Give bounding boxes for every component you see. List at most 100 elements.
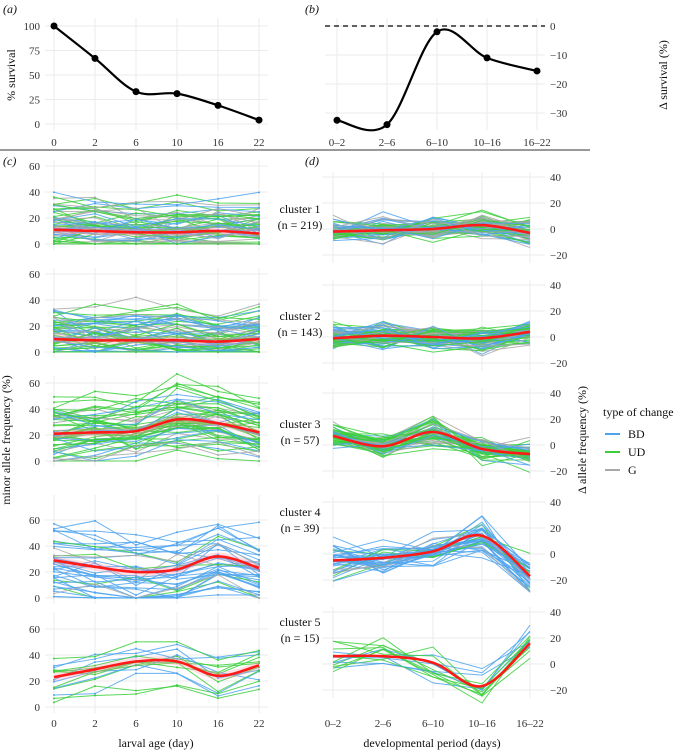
allele-point: [53, 207, 55, 210]
allele-point: [217, 316, 219, 319]
allele-point: [53, 424, 55, 427]
cluster-label: cluster 5: [280, 615, 321, 629]
allele-line: [53, 201, 260, 209]
allele-point: [94, 336, 96, 339]
allele-point: [258, 418, 260, 421]
allele-point: [258, 574, 260, 577]
allele-point: [135, 326, 137, 329]
allele-point: [176, 426, 178, 429]
allele-point: [176, 560, 178, 563]
allele-line: [53, 546, 260, 572]
b-ytick-label: −20: [550, 79, 568, 91]
d-xtick-label: 6–10: [422, 718, 445, 730]
cluster-mean-line-d: [332, 223, 531, 235]
allele-point: [258, 332, 260, 335]
allele-point: [176, 387, 178, 390]
c-ytick-label: 60: [29, 161, 41, 173]
allele-line: [53, 331, 260, 349]
allele-point: [258, 214, 260, 217]
allele-point: [94, 200, 96, 203]
allele-point: [53, 219, 55, 222]
allele-point: [135, 597, 137, 599]
allele-point: [53, 697, 55, 700]
allele-line: [53, 314, 260, 330]
allele-line: [53, 527, 260, 559]
allele-point: [53, 439, 55, 442]
allele-point: [94, 556, 96, 559]
allele-point: [135, 533, 137, 536]
d-xtick-label: 10–16: [468, 718, 496, 730]
allele-line: [53, 587, 260, 599]
allele-point: [94, 243, 96, 245]
allele-line: [53, 218, 260, 235]
c-ytick-label: 0: [35, 347, 41, 359]
allele-point: [53, 595, 55, 598]
allele-point: [258, 450, 260, 453]
allele-point: [135, 640, 137, 643]
allele-line: [53, 520, 260, 546]
allele-point: [217, 237, 219, 240]
allele-point: [258, 318, 260, 321]
allele-point: [217, 223, 219, 226]
allele-point: [176, 594, 178, 597]
panel-a-ylabel: % survival: [4, 49, 18, 101]
allele-point: [53, 588, 55, 591]
allele-point: [217, 343, 219, 346]
allele-point: [258, 217, 260, 220]
allele-line: [53, 406, 260, 425]
allele-point: [217, 349, 219, 352]
allele-point: [176, 541, 178, 544]
allele-point: [176, 431, 178, 434]
delta-allele-line: [332, 220, 531, 238]
allele-point: [258, 436, 260, 439]
allele-point: [135, 451, 137, 454]
allele-line: [53, 296, 260, 317]
allele-point: [53, 395, 55, 398]
allele-point: [258, 316, 260, 319]
cluster-mean-line-d: [332, 533, 531, 578]
panel-c-label: (c): [3, 154, 16, 168]
panel-d-ylabel: Δ allele frequency (%): [575, 386, 589, 494]
c-ytick-label: 40: [29, 187, 41, 199]
allele-line: [53, 664, 260, 694]
allele-point: [176, 672, 178, 675]
allele-point: [94, 320, 96, 323]
allele-point: [217, 345, 219, 348]
allele-point: [217, 593, 219, 596]
allele-point: [135, 554, 137, 557]
allele-point: [135, 418, 137, 421]
c-xtick-label: 6: [133, 718, 139, 730]
allele-line: [53, 441, 260, 462]
allele-point: [258, 221, 260, 224]
d-ytick-label: 0: [550, 659, 556, 671]
allele-line: [53, 418, 260, 439]
allele-line: [53, 648, 260, 681]
allele-point: [176, 237, 178, 240]
c-ytick-label: 40: [29, 541, 41, 553]
allele-point: [217, 440, 219, 443]
allele-point: [135, 349, 137, 352]
allele-point: [258, 229, 260, 232]
allele-point: [176, 400, 178, 403]
allele-point: [176, 422, 178, 425]
allele-point: [176, 573, 178, 576]
allele-point: [135, 652, 137, 655]
allele-point: [94, 580, 96, 583]
c-ytick-label: 20: [29, 676, 41, 688]
allele-point: [176, 200, 178, 203]
allele-point: [217, 333, 219, 336]
cluster-5-lines-c: [53, 640, 260, 704]
allele-line: [53, 313, 260, 332]
allele-point: [53, 311, 55, 314]
allele-point: [94, 664, 96, 667]
allele-point: [135, 214, 137, 217]
allele-point: [176, 587, 178, 590]
delta-allele-line: [332, 218, 531, 234]
allele-point: [258, 401, 260, 404]
allele-point: [176, 411, 178, 414]
allele-point: [94, 413, 96, 416]
allele-point: [135, 455, 137, 458]
allele-point: [53, 686, 55, 689]
allele-point: [176, 438, 178, 441]
allele-point: [176, 550, 178, 553]
